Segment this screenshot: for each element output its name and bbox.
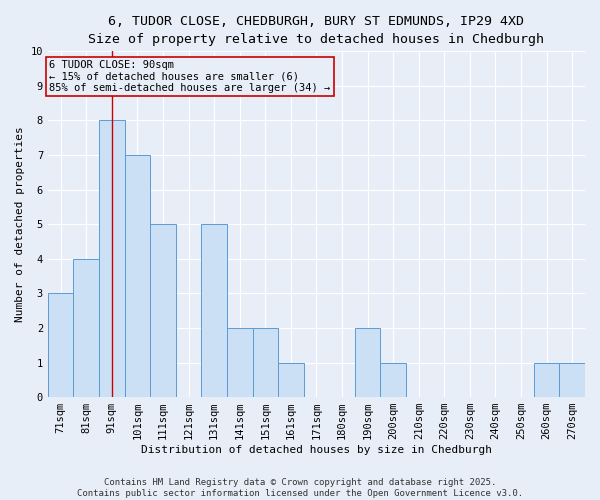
Bar [559, 362, 585, 397]
Bar [125, 155, 150, 397]
Bar [534, 362, 559, 397]
Text: Contains HM Land Registry data © Crown copyright and database right 2025.
Contai: Contains HM Land Registry data © Crown c… [77, 478, 523, 498]
Bar [73, 259, 99, 397]
Bar [278, 362, 304, 397]
Title: 6, TUDOR CLOSE, CHEDBURGH, BURY ST EDMUNDS, IP29 4XD
Size of property relative t: 6, TUDOR CLOSE, CHEDBURGH, BURY ST EDMUN… [88, 15, 544, 46]
Bar [253, 328, 278, 397]
Bar [380, 362, 406, 397]
Bar [355, 328, 380, 397]
Y-axis label: Number of detached properties: Number of detached properties [15, 126, 25, 322]
Bar [99, 120, 125, 397]
Bar [150, 224, 176, 397]
Bar [202, 224, 227, 397]
Bar [48, 294, 73, 397]
Bar [227, 328, 253, 397]
Text: 6 TUDOR CLOSE: 90sqm
← 15% of detached houses are smaller (6)
85% of semi-detach: 6 TUDOR CLOSE: 90sqm ← 15% of detached h… [49, 60, 331, 93]
X-axis label: Distribution of detached houses by size in Chedburgh: Distribution of detached houses by size … [141, 445, 492, 455]
